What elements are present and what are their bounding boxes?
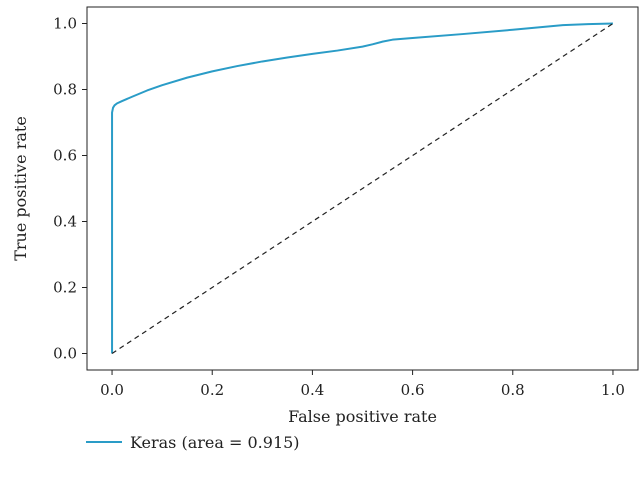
y-axis-title: True positive rate <box>11 116 30 261</box>
y-tick-label: 0.2 <box>53 279 77 297</box>
chance-diagonal-line <box>111 22 614 355</box>
series-line-keras <box>111 22 613 354</box>
axes-frame <box>86 6 639 371</box>
y-tick-label: 0.6 <box>53 147 77 165</box>
x-tick-label: 0.0 <box>100 381 124 399</box>
legend: Keras (area = 0.915) <box>86 433 300 452</box>
x-axis-title: False positive rate <box>288 407 437 426</box>
y-tick-label: 1.0 <box>53 15 77 33</box>
axes: 0.0 0.2 0.4 0.6 0.8 1.0 0.0 0.2 0.4 0.6 0.8 1.0 <box>53 6 639 399</box>
y-tick-label: 0.8 <box>53 81 77 99</box>
x-tick-label: 0.6 <box>401 381 425 399</box>
y-tick-label: 0.4 <box>53 213 77 231</box>
x-tick-label: 1.0 <box>601 381 625 399</box>
y-tick-label: 0.0 <box>53 345 77 363</box>
legend-label: Keras (area = 0.915) <box>130 433 300 452</box>
plot-area <box>111 22 614 355</box>
x-tick-label: 0.4 <box>300 381 324 399</box>
x-tick-label: 0.2 <box>200 381 224 399</box>
x-tick-label: 0.8 <box>501 381 525 399</box>
